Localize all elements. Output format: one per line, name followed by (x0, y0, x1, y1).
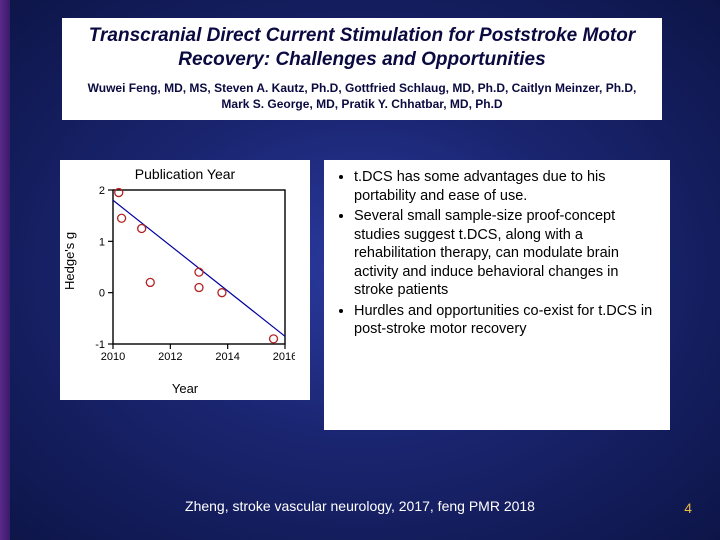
svg-text:2016: 2016 (273, 351, 295, 363)
scatter-chart: 2010 2012 2014 2016 -1 0 1 2 (75, 182, 295, 372)
chart-ylabel: Hedge's g (62, 232, 77, 290)
slide: Transcranial Direct Current Stimulation … (0, 0, 720, 540)
chart-xlabel: Year (60, 381, 310, 396)
svg-text:2010: 2010 (101, 351, 125, 363)
page-number: 4 (684, 500, 692, 516)
svg-text:2: 2 (99, 185, 105, 197)
accent-bar (0, 0, 10, 540)
svg-text:1: 1 (99, 236, 105, 248)
content-row: Publication Year Hedge's g 2010201220142… (60, 160, 670, 430)
bullet-item: t.DCS has some advantages due to his por… (354, 168, 660, 205)
svg-text:2014: 2014 (215, 351, 239, 363)
svg-text:2012: 2012 (158, 351, 182, 363)
bullet-item: Several small sample-size proof-concept … (354, 207, 660, 300)
svg-text:-1: -1 (95, 339, 105, 351)
svg-text:0: 0 (99, 288, 105, 300)
citation-footer: Zheng, stroke vascular neurology, 2017, … (0, 498, 720, 514)
bullet-panel: t.DCS has some advantages due to his por… (324, 160, 670, 430)
chart-title: Publication Year (60, 160, 310, 182)
bullet-list: t.DCS has some advantages due to his por… (334, 168, 660, 339)
bullet-item: Hurdles and opportunities co-exist for t… (354, 302, 660, 339)
slide-title: Transcranial Direct Current Stimulation … (74, 24, 650, 72)
authors-line: Wuwei Feng, MD, MS, Steven A. Kautz, Ph.… (74, 80, 650, 112)
chart-panel: Publication Year Hedge's g 2010201220142… (60, 160, 310, 400)
header-panel: Transcranial Direct Current Stimulation … (62, 18, 662, 120)
